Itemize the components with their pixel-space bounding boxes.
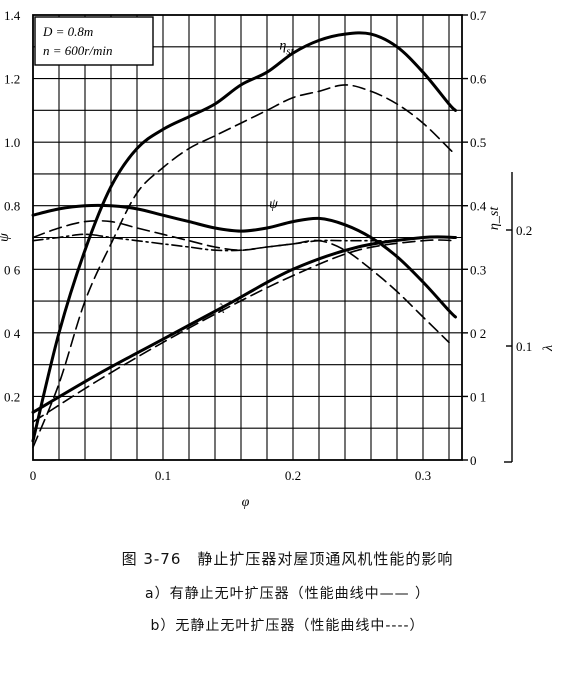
performance-chart: 0 0.1 0.2 0.3 0.2 0 4 0 6 0.8 1.0 1.2 1.4 0 0 1 0 2 0.… bbox=[0, 8, 556, 510]
left-tick-label: 1.2 bbox=[4, 72, 20, 87]
x-axis-label: φ bbox=[242, 495, 250, 510]
right-tick-label: 0 bbox=[470, 453, 477, 468]
curve-label: λ bbox=[217, 302, 224, 317]
chart-labels: φ ψ η_st λ D = 0.8m n = 600r/min ηst ψ λ bbox=[0, 16, 556, 510]
left-tick-label: 0 6 bbox=[4, 262, 21, 277]
figure-caption-title: 图 3-76 静止扩压器对屋顶通风机性能的影响 bbox=[121, 550, 454, 568]
x-tick-label: 0.3 bbox=[415, 468, 431, 483]
x-tick-label: 0.2 bbox=[285, 468, 301, 483]
left-tick-label: 0 4 bbox=[4, 326, 21, 341]
right-tick-label: 0.6 bbox=[470, 72, 487, 87]
left-axis-label: ψ bbox=[0, 233, 12, 242]
right-tick-label: 0.5 bbox=[470, 135, 486, 150]
left-tick-label: 0.2 bbox=[4, 389, 20, 404]
chart-axes: 0 0.1 0.2 0.3 0.2 0 4 0 6 0.8 1.0 1.2 1.4 0 0 1 0 2 0.… bbox=[4, 8, 532, 483]
outer-tick-label: 0.1 bbox=[516, 339, 532, 354]
figure-caption-line-a: a）有静止无叶扩压器（性能曲线中—— ） bbox=[144, 586, 431, 602]
x-tick-label: 0.1 bbox=[155, 468, 171, 483]
x-tick-label: 0 bbox=[30, 468, 37, 483]
right-axis-label: η_st bbox=[487, 206, 502, 230]
curve-label: ηst bbox=[279, 39, 294, 58]
parameter-label: D = 0.8m bbox=[42, 24, 93, 39]
outer-tick-label: 0.2 bbox=[516, 223, 532, 238]
series-line-curve-solid-series-2 bbox=[31, 203, 457, 319]
figure-caption-line-b: b）无静止无叶扩压器（性能曲线中----） bbox=[150, 618, 425, 634]
outer-axis-label: λ bbox=[541, 345, 556, 352]
right-tick-label: 0.3 bbox=[470, 262, 486, 277]
series-line-curve-solid-series-5 bbox=[31, 235, 457, 414]
left-tick-label: 0.8 bbox=[4, 199, 20, 214]
chart-curves bbox=[31, 31, 457, 449]
series-line-st-solid-series-0 bbox=[31, 31, 457, 443]
series-line-curve-dashed-series-1 bbox=[32, 84, 457, 449]
left-tick-label: 1.0 bbox=[4, 135, 20, 150]
right-tick-label: 0 2 bbox=[470, 326, 486, 341]
parameter-label: n = 600r/min bbox=[43, 43, 112, 58]
right-tick-label: 0.7 bbox=[470, 8, 487, 23]
curve-label: ψ bbox=[269, 197, 278, 212]
plot-frame bbox=[32, 14, 463, 461]
parameter-box bbox=[34, 16, 154, 66]
series-line-curve-dashed-series-6 bbox=[32, 239, 457, 423]
right-tick-label: 0 1 bbox=[470, 389, 486, 404]
series-line-curve-dashdot-series-4 bbox=[32, 233, 457, 252]
left-tick-label: 1.4 bbox=[4, 8, 21, 23]
series-line-curve-dashed-series-3 bbox=[32, 219, 450, 344]
right-tick-label: 0.4 bbox=[470, 199, 487, 214]
